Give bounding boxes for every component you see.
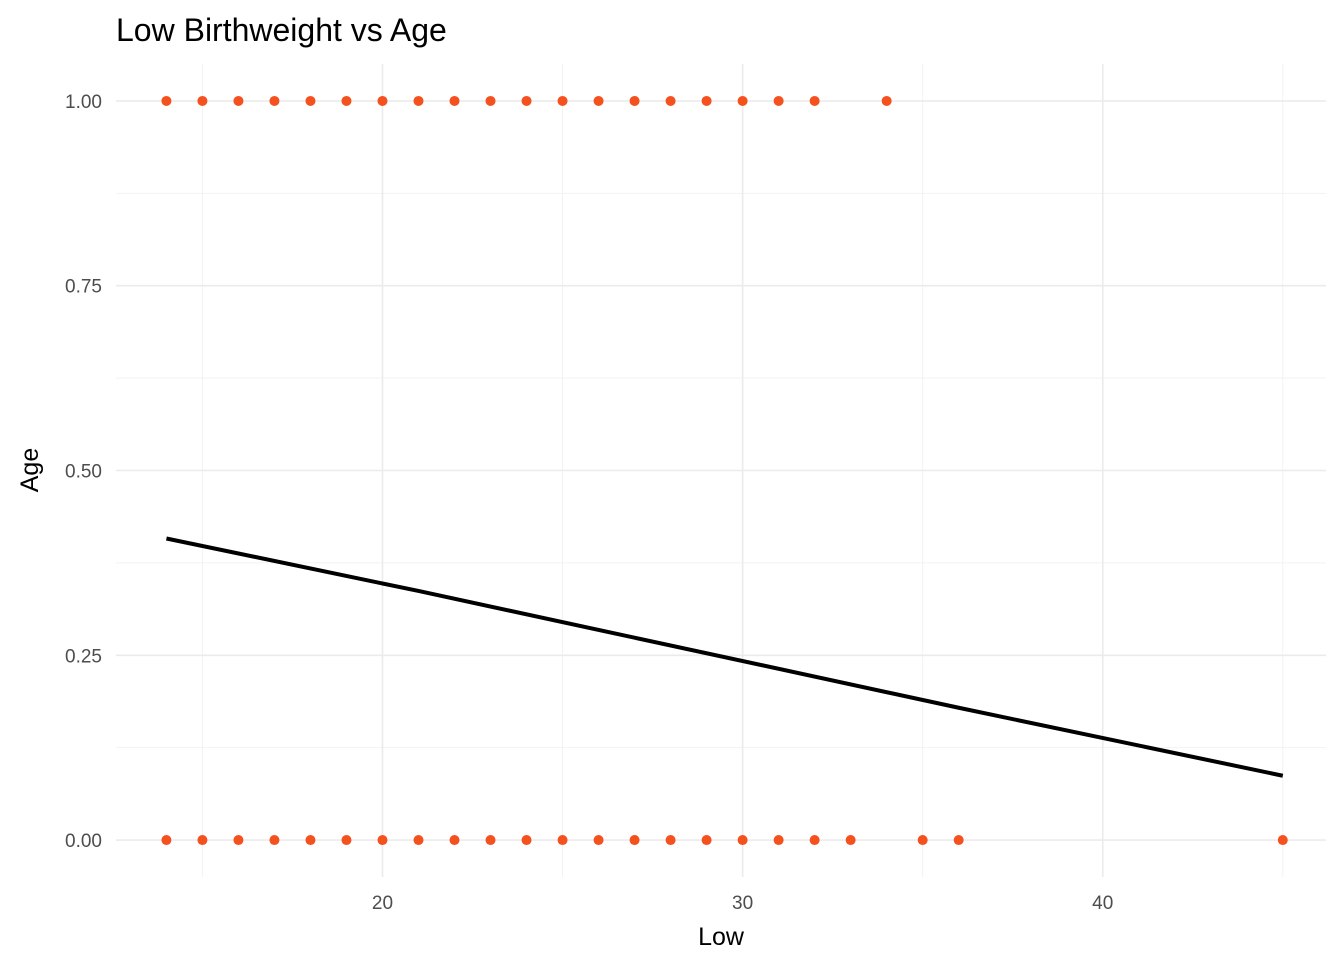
data-point [557, 95, 568, 106]
data-point [269, 835, 280, 846]
data-point [485, 95, 496, 106]
data-point [881, 95, 892, 106]
data-point [737, 95, 748, 106]
data-point [377, 835, 388, 846]
data-point [197, 95, 208, 106]
data-point [629, 95, 640, 106]
data-point [521, 835, 532, 846]
x-tick-label: 40 [1092, 893, 1113, 914]
y-tick-label: 0.25 [65, 646, 102, 667]
data-point [737, 835, 748, 846]
data-points [161, 95, 1288, 846]
data-point [305, 835, 316, 846]
data-point [809, 835, 820, 846]
y-tick-label: 0.75 [65, 277, 102, 298]
y-tick-label: 1.00 [65, 92, 102, 113]
data-point [377, 95, 388, 106]
y-axis-title: Age [16, 448, 44, 492]
x-axis-title: Low [698, 923, 745, 951]
data-point [305, 95, 316, 106]
data-point [809, 95, 820, 106]
data-point [269, 95, 280, 106]
data-point [233, 835, 244, 846]
chart-title: Low Birthweight vs Age [116, 12, 447, 48]
data-point [701, 835, 712, 846]
data-point [593, 95, 604, 106]
data-point [1277, 835, 1288, 846]
major-gridlines [116, 64, 1326, 877]
data-point [161, 95, 172, 106]
x-tick-label: 30 [732, 893, 753, 914]
data-point [449, 835, 460, 846]
data-point [521, 95, 532, 106]
y-tick-label: 0.00 [65, 831, 102, 852]
data-point [593, 835, 604, 846]
data-point [665, 835, 676, 846]
y-tick-label: 0.50 [65, 462, 102, 483]
data-point [701, 95, 712, 106]
data-point [341, 835, 352, 846]
y-tick-labels: 0.00 0.25 0.50 0.75 1.00 [65, 92, 102, 852]
data-point [341, 95, 352, 106]
data-point [413, 835, 424, 846]
regression-line-group [166, 536, 1284, 778]
regression-line [166, 536, 1284, 778]
data-point [161, 835, 172, 846]
data-point [773, 835, 784, 846]
data-point [449, 95, 460, 106]
minor-gridlines [116, 64, 1326, 877]
data-point [917, 835, 928, 846]
x-tick-labels: 20 30 40 [372, 893, 1113, 914]
data-point [629, 835, 640, 846]
data-point [413, 95, 424, 106]
data-point [773, 95, 784, 106]
x-tick-label: 20 [372, 893, 393, 914]
data-point [953, 835, 964, 846]
data-point [665, 95, 676, 106]
data-point [197, 835, 208, 846]
data-point [233, 95, 244, 106]
data-point [845, 835, 856, 846]
data-point [485, 835, 496, 846]
data-point [557, 835, 568, 846]
